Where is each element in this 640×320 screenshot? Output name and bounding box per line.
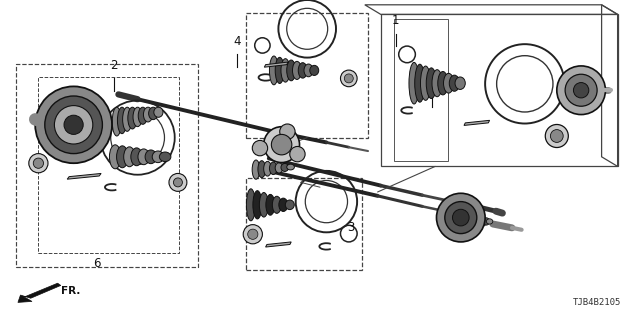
Circle shape	[248, 229, 258, 239]
Ellipse shape	[292, 61, 301, 79]
Circle shape	[45, 96, 102, 154]
Circle shape	[264, 127, 300, 163]
Ellipse shape	[298, 63, 307, 78]
Ellipse shape	[131, 148, 142, 166]
Circle shape	[33, 158, 44, 168]
Circle shape	[29, 154, 48, 173]
Polygon shape	[464, 120, 490, 125]
Polygon shape	[18, 283, 61, 302]
Ellipse shape	[409, 62, 419, 104]
Circle shape	[550, 130, 563, 142]
Text: TJB4B2105: TJB4B2105	[572, 298, 621, 307]
Ellipse shape	[285, 200, 294, 210]
Ellipse shape	[124, 147, 135, 167]
Ellipse shape	[415, 64, 425, 102]
Circle shape	[243, 225, 262, 244]
Circle shape	[565, 74, 597, 106]
Ellipse shape	[310, 65, 319, 76]
Ellipse shape	[438, 71, 448, 95]
Ellipse shape	[123, 107, 132, 131]
Circle shape	[252, 140, 268, 156]
Ellipse shape	[480, 217, 486, 226]
Ellipse shape	[148, 107, 158, 120]
Circle shape	[64, 115, 83, 134]
Ellipse shape	[117, 107, 127, 134]
Circle shape	[557, 66, 605, 115]
Ellipse shape	[467, 212, 474, 230]
Ellipse shape	[138, 149, 150, 165]
Ellipse shape	[304, 64, 313, 77]
Ellipse shape	[477, 216, 483, 227]
Circle shape	[445, 202, 477, 234]
Circle shape	[545, 124, 568, 148]
Polygon shape	[67, 173, 101, 179]
Ellipse shape	[246, 189, 255, 221]
Text: 1: 1	[392, 14, 399, 27]
Ellipse shape	[281, 164, 289, 172]
Ellipse shape	[152, 151, 164, 163]
Ellipse shape	[426, 68, 436, 99]
Ellipse shape	[275, 163, 283, 173]
Circle shape	[173, 178, 182, 187]
Ellipse shape	[420, 66, 431, 100]
Ellipse shape	[455, 77, 465, 89]
Polygon shape	[264, 62, 288, 67]
Ellipse shape	[128, 107, 137, 129]
Circle shape	[340, 70, 357, 87]
Circle shape	[436, 193, 485, 242]
Text: FR.: FR.	[61, 286, 81, 296]
Circle shape	[169, 173, 187, 191]
Ellipse shape	[159, 152, 171, 162]
Ellipse shape	[259, 193, 268, 217]
Ellipse shape	[145, 150, 157, 164]
Circle shape	[452, 209, 469, 226]
Circle shape	[54, 106, 93, 144]
Ellipse shape	[273, 196, 282, 213]
Ellipse shape	[287, 60, 296, 81]
Circle shape	[280, 124, 295, 139]
Ellipse shape	[133, 107, 142, 127]
Ellipse shape	[264, 161, 271, 176]
Ellipse shape	[253, 191, 262, 219]
Ellipse shape	[432, 70, 442, 97]
Ellipse shape	[474, 215, 480, 228]
Ellipse shape	[143, 107, 152, 122]
Ellipse shape	[269, 56, 278, 85]
Ellipse shape	[444, 73, 454, 93]
Text: 3: 3	[347, 221, 355, 234]
Ellipse shape	[109, 145, 121, 169]
Text: 4: 4	[233, 35, 241, 48]
Ellipse shape	[287, 164, 294, 170]
Ellipse shape	[281, 59, 290, 82]
Ellipse shape	[483, 218, 490, 225]
Ellipse shape	[112, 107, 122, 136]
Ellipse shape	[275, 57, 284, 84]
Ellipse shape	[266, 194, 275, 215]
Circle shape	[35, 86, 112, 163]
Circle shape	[271, 134, 292, 155]
Ellipse shape	[279, 198, 288, 212]
Circle shape	[290, 147, 305, 162]
Circle shape	[573, 83, 589, 98]
Ellipse shape	[470, 214, 477, 229]
Circle shape	[344, 74, 353, 83]
Text: 5: 5	[428, 75, 436, 88]
Text: 6: 6	[93, 257, 101, 269]
Ellipse shape	[449, 75, 460, 91]
Ellipse shape	[116, 146, 128, 168]
Ellipse shape	[252, 160, 260, 179]
Ellipse shape	[486, 219, 493, 224]
Polygon shape	[266, 242, 291, 247]
Ellipse shape	[154, 107, 163, 117]
Text: 2: 2	[110, 59, 118, 72]
Ellipse shape	[258, 161, 266, 178]
Ellipse shape	[269, 162, 277, 175]
Ellipse shape	[138, 107, 147, 124]
